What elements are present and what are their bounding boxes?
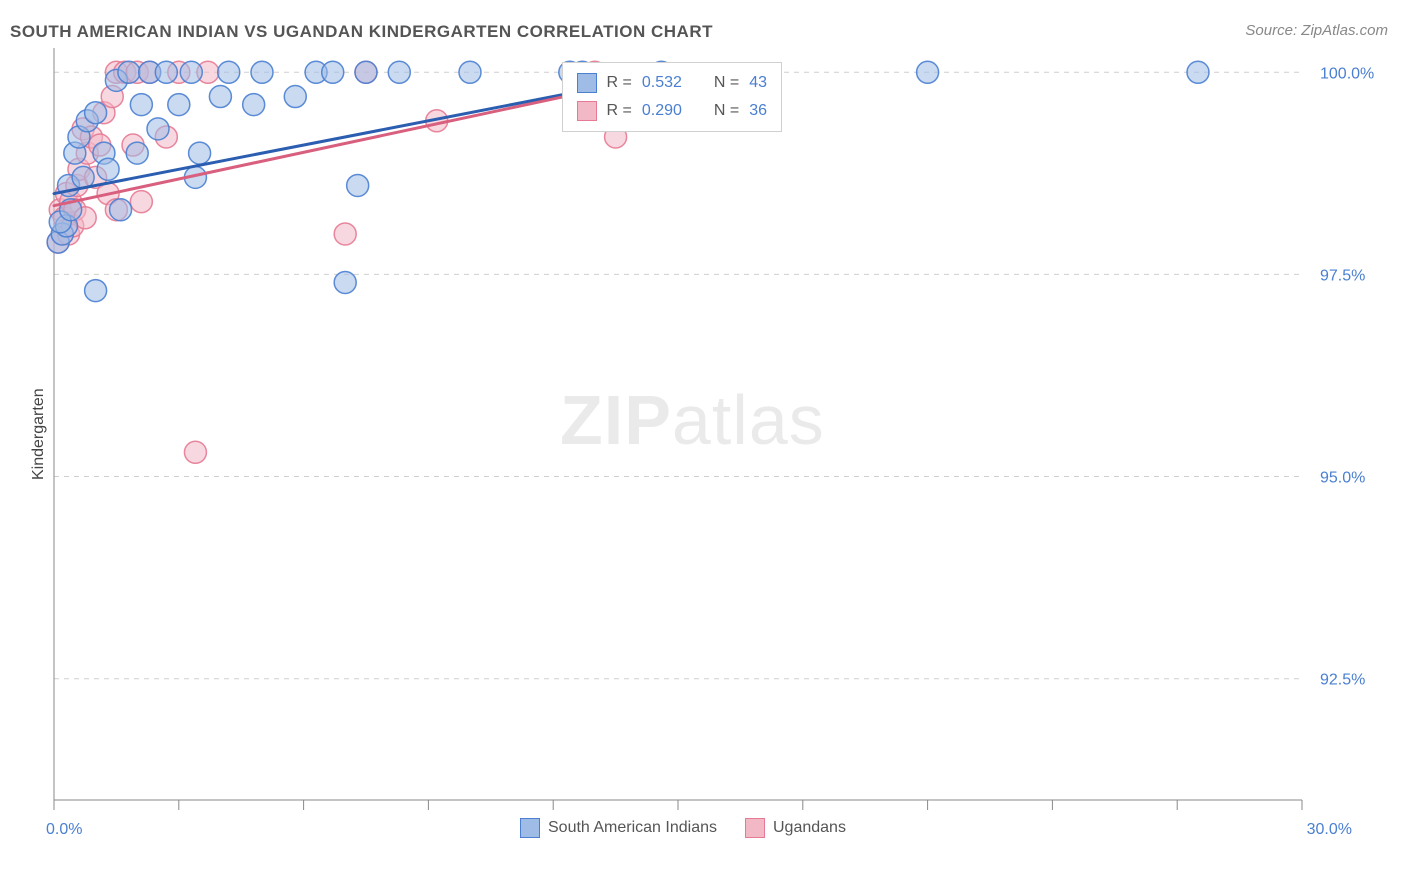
stats-n-label: N = [714,97,739,125]
data-point [180,61,202,83]
data-point [209,86,231,108]
data-point [85,280,107,302]
x-tick-label: 30.0% [1307,821,1352,838]
data-point [168,94,190,116]
data-point [147,118,169,140]
data-point [97,158,119,180]
data-point [118,61,140,83]
data-point [155,61,177,83]
data-point [322,61,344,83]
data-point [347,174,369,196]
data-point [1187,61,1209,83]
data-point [459,61,481,83]
y-tick-label: 92.5% [1320,672,1365,689]
data-point [189,142,211,164]
data-point [334,223,356,245]
chart-container: { "title": "SOUTH AMERICAN INDIAN VS UGA… [0,0,1406,892]
y-tick-label: 100.0% [1320,65,1374,82]
stats-r-label: R = [607,97,632,125]
data-point [184,441,206,463]
stats-row: R = 0.532 N = 43 [577,69,768,97]
data-point [251,61,273,83]
series-swatch [577,73,597,93]
stats-r-value: 0.532 [642,69,682,97]
legend-label: South American Indians [548,819,717,836]
chart-svg: 92.5% 95.0% 97.5% 100.0% 0.0% 30.0% [0,0,1406,892]
data-point [130,94,152,116]
legend-swatch [520,818,540,838]
data-point [388,61,410,83]
y-tick-label: 95.0% [1320,470,1365,487]
data-point [917,61,939,83]
legend-swatch [745,818,765,838]
stats-n-value: 43 [749,69,767,97]
data-point [243,94,265,116]
data-point [334,271,356,293]
legend-label: Ugandans [773,819,846,836]
data-point [85,102,107,124]
stats-n-label: N = [714,69,739,97]
stats-legend-box: R = 0.532 N = 43 R = 0.290 N = 36 [562,62,783,132]
data-point [355,61,377,83]
series-legend: South American Indians Ugandans [520,818,846,838]
stats-row: R = 0.290 N = 36 [577,97,768,125]
series-swatch [577,101,597,121]
stats-r-label: R = [607,69,632,97]
data-point [126,142,148,164]
x-tick-label: 0.0% [46,821,82,838]
legend-item: South American Indians [520,818,717,838]
data-point [130,191,152,213]
stats-r-value: 0.290 [642,97,682,125]
data-point [110,199,132,221]
data-point [218,61,240,83]
y-tick-label: 97.5% [1320,267,1365,284]
data-point [284,86,306,108]
legend-item: Ugandans [745,818,846,838]
stats-n-value: 36 [749,97,767,125]
